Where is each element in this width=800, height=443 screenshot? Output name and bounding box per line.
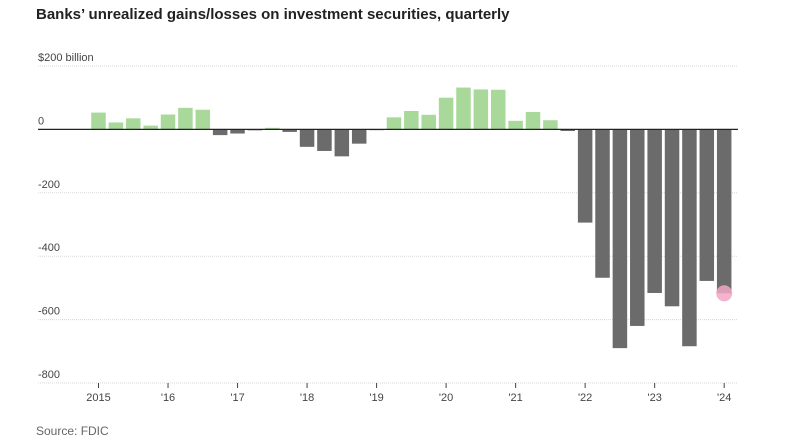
bar <box>421 114 436 130</box>
bar <box>212 129 228 136</box>
bar <box>438 97 454 130</box>
y-tick-label: $200 billion <box>38 52 94 64</box>
x-tick-label: '22 <box>578 392 592 404</box>
bar <box>351 129 367 144</box>
bar <box>178 107 193 130</box>
bar <box>386 117 402 130</box>
bar <box>299 129 315 147</box>
bar-chart: $200 billion 0 -200 -400 -600 -800 2015 '16 '17 '… <box>38 52 738 404</box>
x-tick-label: 2015 <box>86 392 110 404</box>
bar <box>699 129 715 281</box>
bar-layer <box>91 87 732 349</box>
bar <box>508 120 523 130</box>
bar <box>560 129 576 131</box>
bar <box>630 129 645 326</box>
y-tick-label: -800 <box>38 369 60 381</box>
bar <box>473 89 489 130</box>
bar <box>143 125 158 130</box>
bar <box>456 87 471 130</box>
bar <box>716 129 732 294</box>
x-tick-label: '23 <box>647 392 661 404</box>
y-tick-label: 0 <box>38 115 44 127</box>
bar <box>108 122 124 130</box>
x-tick-label: '20 <box>439 392 453 404</box>
bar <box>230 129 245 134</box>
highlight-marker <box>716 285 733 302</box>
x-tick-label: '17 <box>230 392 244 404</box>
bar <box>265 127 280 130</box>
bar <box>577 129 593 223</box>
y-tick-label: -600 <box>38 306 60 318</box>
source-note: Source: FDIC <box>36 424 109 438</box>
bar <box>126 118 141 130</box>
bar <box>682 129 697 347</box>
bar <box>91 112 106 130</box>
bar <box>612 129 628 349</box>
bar <box>404 111 419 130</box>
y-tick-label: -200 <box>38 179 60 191</box>
axis-layer: $200 billion 0 -200 -400 -600 -800 2015 '16 '17 '… <box>38 52 738 404</box>
bar <box>664 129 680 307</box>
x-tick-label: '21 <box>508 392 522 404</box>
bar <box>595 129 610 278</box>
bar <box>160 114 176 130</box>
x-tick-label: '18 <box>300 392 314 404</box>
bar <box>195 109 211 130</box>
x-tick-label: '19 <box>369 392 383 404</box>
x-tick-label: '16 <box>161 392 175 404</box>
x-tick-label: '24 <box>717 392 731 404</box>
bar <box>282 129 297 132</box>
y-tick-label: -400 <box>38 242 60 254</box>
bar <box>317 129 332 151</box>
grid-layer <box>38 65 738 384</box>
chart-title: Banks’ unrealized gains/losses on invest… <box>36 6 510 23</box>
bar <box>490 89 506 130</box>
bar <box>525 111 541 130</box>
bar <box>647 129 662 293</box>
bar <box>543 120 558 130</box>
bar <box>334 129 350 157</box>
